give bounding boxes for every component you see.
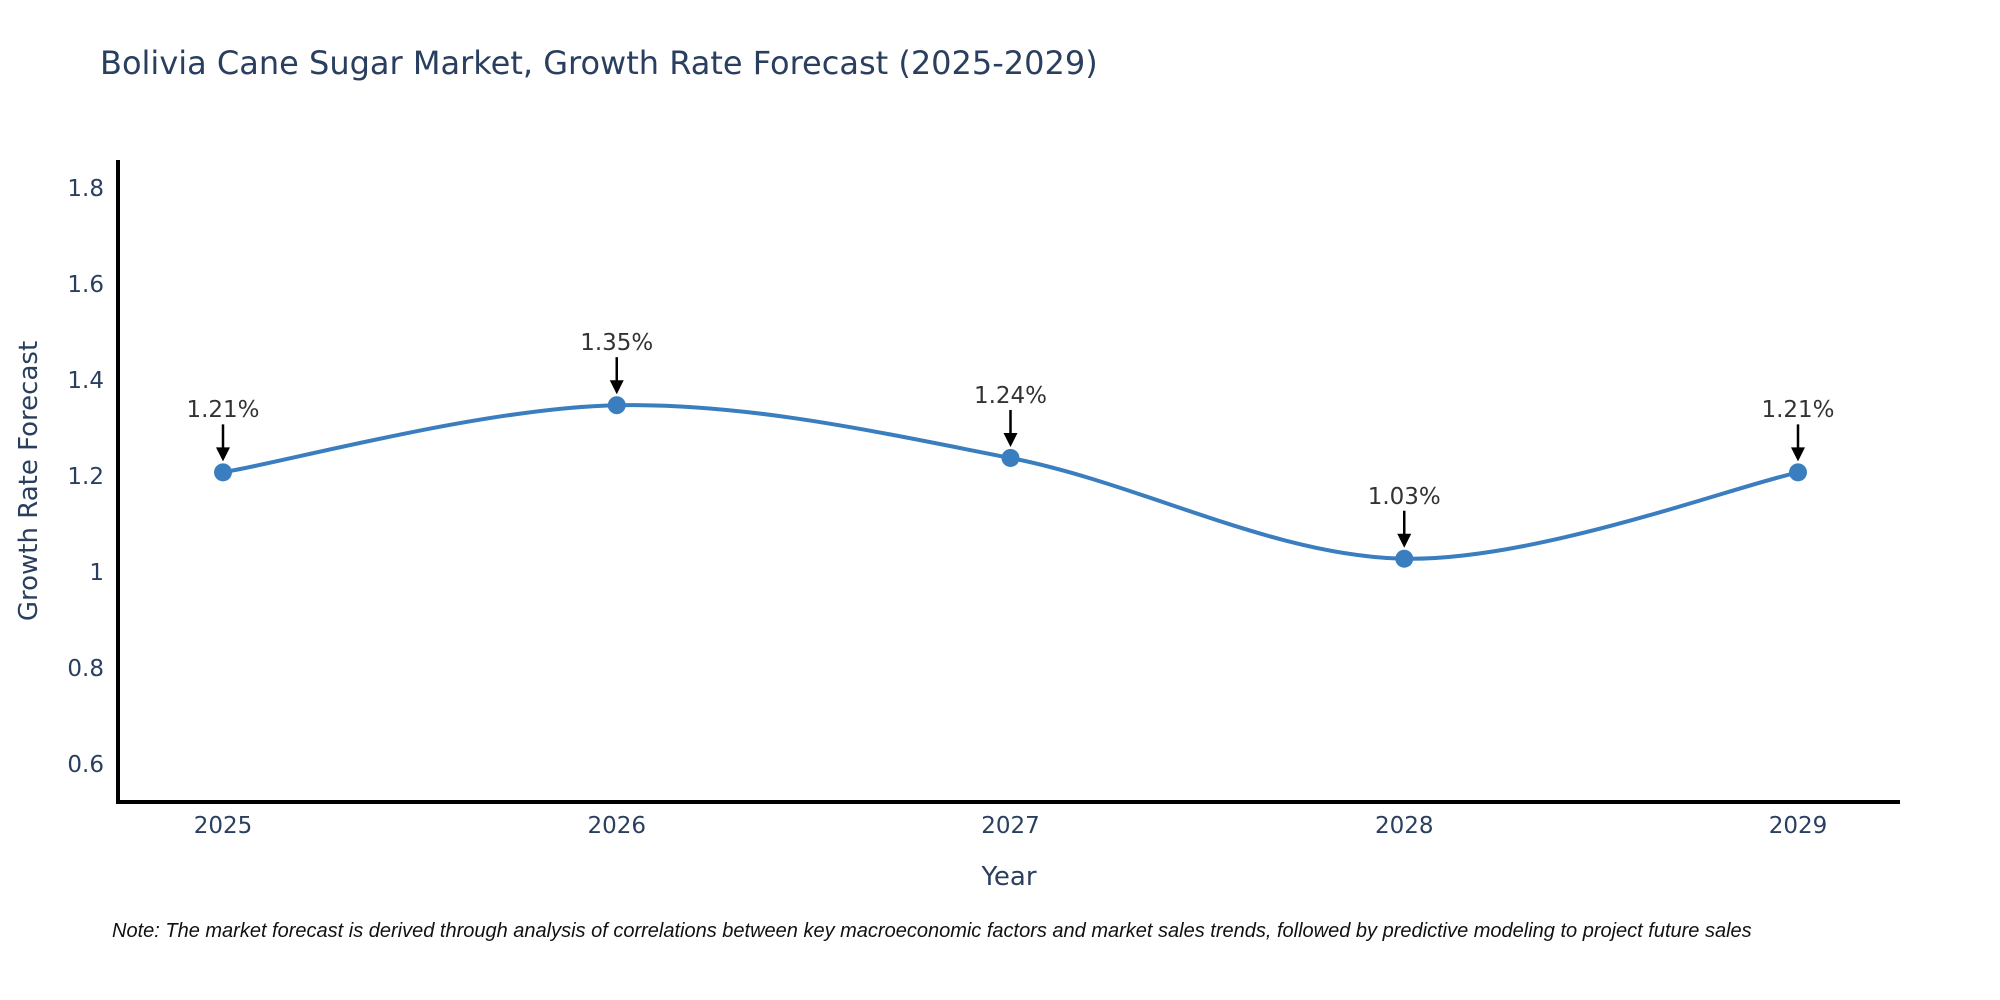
data-point-marker [1395,549,1414,568]
point-value-annotation: 1.24% [973,382,1048,409]
annotation-arrow-head [216,447,230,462]
data-point-marker [607,396,626,415]
y-tick-label: 1.4 [67,368,104,395]
x-tick-label: 2026 [587,813,647,839]
footnote: Note: The market forecast is derived thr… [112,920,1752,942]
x-axis-title: Year [981,862,1037,892]
annotation-arrow-head [609,380,624,395]
annotation-arrow-head [1003,432,1018,447]
y-tick-label: 1 [89,560,104,587]
x-tick-label: 2029 [1768,813,1828,839]
chart-title: Bolivia Cane Sugar Market, Growth Rate F… [100,44,1098,82]
axis-lines [116,160,1900,804]
y-tick-label: 0.6 [67,752,104,779]
y-tick-label: 1.2 [67,464,104,491]
point-value-annotation: 1.35% [580,330,654,357]
y-tick-label: 0.8 [67,656,104,683]
data-point-marker [214,463,232,482]
y-tick-label: 1.8 [67,176,104,203]
y-axis-title: Growth Rate Forecast [14,340,44,622]
x-tick-label: 2025 [193,813,253,839]
x-tick-label: 2027 [981,813,1040,839]
annotation-arrow-head [1397,533,1412,548]
data-point-marker [1789,463,1807,482]
point-value-annotation: 1.03% [1367,483,1441,510]
point-value-annotation: 1.21% [1761,397,1835,424]
x-tick-label: 2028 [1374,813,1434,839]
point-value-annotation: 1.21% [186,397,260,424]
y-tick-label: 1.6 [67,272,104,299]
data-point-marker [1001,448,1020,467]
annotation-arrow-head [1791,447,1805,462]
